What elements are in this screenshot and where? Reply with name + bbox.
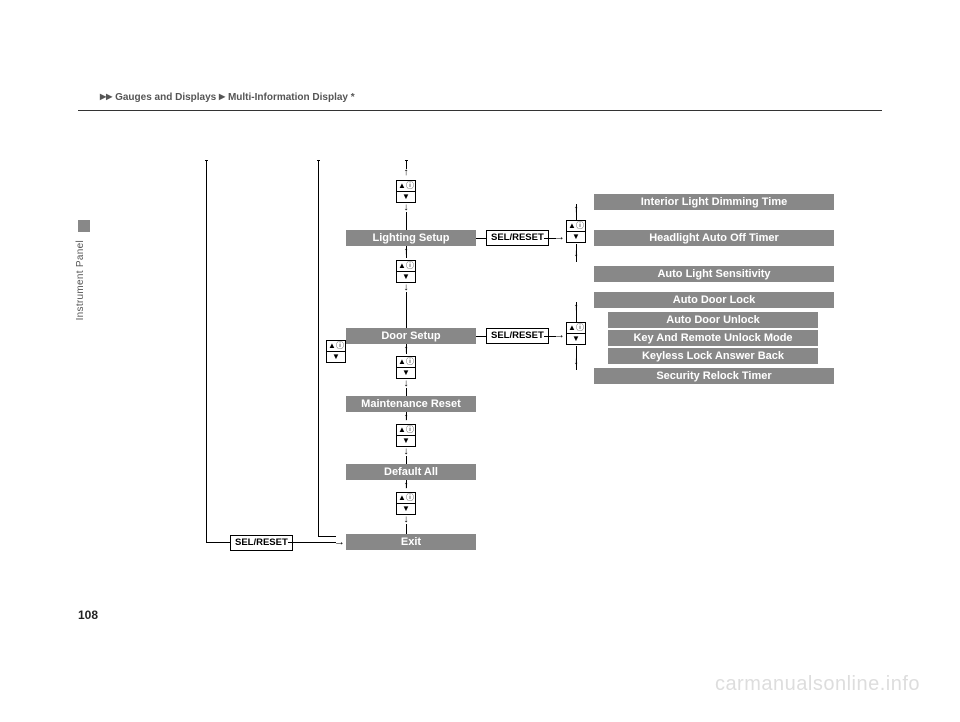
arrow-up-icon [401, 248, 411, 256]
flow-line [476, 336, 486, 337]
section-tab-icon [78, 220, 90, 232]
flow-tick [405, 160, 408, 161]
flow-line [288, 542, 336, 543]
header-divider [78, 110, 882, 111]
arrow-down-icon [401, 204, 411, 212]
scroll-toggle-icon: ▲ⓘ▼ [396, 356, 416, 379]
flow-line [318, 536, 336, 537]
menu-door-setup: Door Setup [346, 328, 476, 344]
submenu-keyless-answer: Keyless Lock Answer Back [608, 348, 818, 364]
submenu-security-relock: Security Relock Timer [594, 368, 834, 384]
submenu-auto-light-sens: Auto Light Sensitivity [594, 266, 834, 282]
arrow-up-icon [401, 346, 411, 354]
flow-line [406, 212, 407, 230]
scroll-toggle-icon: ▲ⓘ▼ [566, 220, 586, 243]
page-number: 108 [78, 608, 98, 622]
sel-reset-button: SEL/RESET [486, 230, 549, 246]
flow-line [318, 160, 319, 536]
watermark: carmanualsonline.info [715, 673, 920, 696]
arrow-right-icon [334, 537, 345, 548]
flow-line [406, 388, 407, 396]
flow-line [206, 542, 230, 543]
breadcrumb-marker: * [351, 92, 355, 103]
menu-exit: Exit [346, 534, 476, 550]
scroll-toggle-icon: ▲ⓘ▼ [396, 492, 416, 515]
scroll-toggle-icon: ▲ⓘ▼ [566, 322, 586, 345]
arrow-down-icon [571, 250, 581, 258]
scroll-toggle-icon: ▲ⓘ▼ [396, 180, 416, 203]
submenu-auto-door-lock: Auto Door Lock [594, 292, 834, 308]
menu-lighting-setup: Lighting Setup [346, 230, 476, 246]
scroll-toggle-icon: ▲ⓘ▼ [326, 340, 346, 363]
breadcrumb: ▶▶ Gauges and Displays ▶ Multi-Informati… [100, 92, 355, 103]
arrow-up-icon [401, 414, 411, 422]
arrow-down-icon [401, 448, 411, 456]
chevron-icon: ▶ [106, 92, 112, 101]
arrow-right-icon [554, 232, 565, 243]
submenu-headlight-timer: Headlight Auto Off Timer [594, 230, 834, 246]
sel-reset-button: SEL/RESET [230, 535, 293, 551]
chevron-icon: ▶ [219, 92, 225, 101]
breadcrumb-section: Gauges and Displays [115, 92, 216, 103]
flow-line [406, 524, 407, 534]
scroll-toggle-icon: ▲ⓘ▼ [396, 260, 416, 283]
flow-tick [317, 160, 320, 161]
flow-line [206, 160, 207, 542]
section-label: Instrument Panel [75, 240, 86, 320]
manual-page: ▶▶ Gauges and Displays ▶ Multi-Informati… [0, 0, 960, 722]
arrow-up-icon [401, 482, 411, 490]
arrow-down-icon [401, 380, 411, 388]
arrow-right-icon [554, 330, 565, 341]
arrow-down-icon [571, 358, 581, 366]
flow-line [406, 160, 407, 169]
scroll-toggle-icon: ▲ⓘ▼ [396, 424, 416, 447]
submenu-interior-dimming: Interior Light Dimming Time [594, 194, 834, 210]
arrow-up-icon [571, 206, 581, 214]
menu-maintenance-reset: Maintenance Reset [346, 396, 476, 412]
menu-default-all: Default All [346, 464, 476, 480]
breadcrumb-subsection: Multi-Information Display [228, 92, 348, 103]
arrow-down-icon [401, 284, 411, 292]
flow-line [476, 238, 486, 239]
flow-tick [205, 160, 208, 161]
flow-line [406, 456, 407, 464]
arrow-up-icon [571, 304, 581, 312]
flow-line [406, 292, 407, 328]
arrow-down-icon [401, 516, 411, 524]
arrow-up-icon [401, 169, 411, 177]
menu-flow-diagram: SEL/RESET ▲ⓘ▼ ▲ⓘ▼ Lighting Setup ▲ⓘ▼ Doo… [200, 154, 900, 574]
submenu-auto-door-unlock: Auto Door Unlock [608, 312, 818, 328]
sel-reset-button: SEL/RESET [486, 328, 549, 344]
submenu-key-remote-unlock: Key And Remote Unlock Mode [608, 330, 818, 346]
